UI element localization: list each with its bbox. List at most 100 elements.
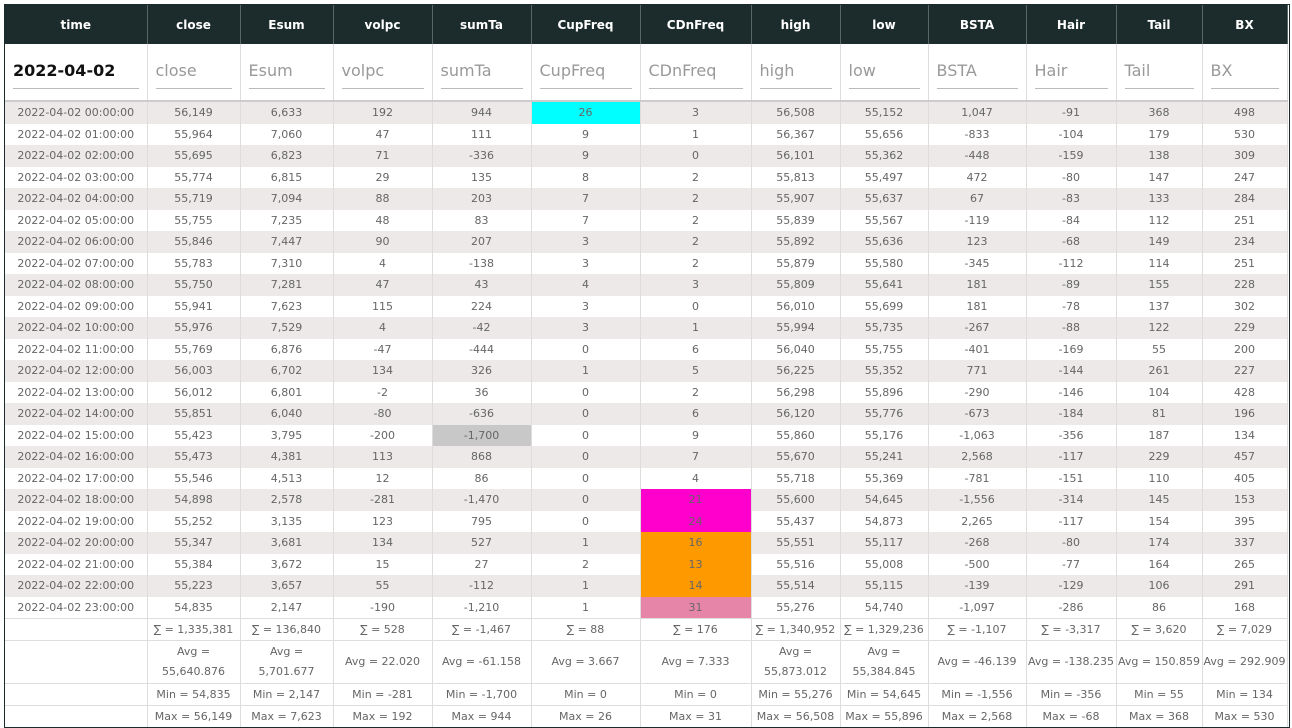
filter-input[interactable]: BSTA [936, 55, 1018, 89]
filter-input[interactable]: CDnFreq [648, 55, 743, 89]
filter-input[interactable]: Tail [1124, 55, 1194, 89]
cell: 9 [531, 123, 641, 145]
filter-input[interactable]: Hair [1034, 55, 1108, 89]
column-header[interactable]: BX [1202, 5, 1288, 44]
cell: 55,473 [147, 446, 241, 468]
cell: -144 [1026, 360, 1117, 382]
data-row: 2022-04-02 18:00:00 54,898 2,578 -281 -1,470… [5, 489, 1288, 511]
filter-cell: close [147, 44, 241, 102]
cell: 9 [640, 424, 752, 446]
column-header[interactable]: high [751, 5, 841, 44]
cell: 106 [1116, 575, 1203, 597]
data-row: 2022-04-02 13:00:00 56,012 6,801 -2 36 0 2 56,2… [5, 381, 1288, 403]
cell: 115 [333, 295, 433, 317]
cell: 55,879 [751, 252, 841, 274]
cell: -636 [432, 403, 532, 425]
summary-cell: Min = 55,276 [751, 683, 841, 706]
cell: 2022-04-02 04:00:00 [5, 188, 148, 210]
table: time close Esum volpc sumTa CupFreq CDnFreq hig… [5, 5, 1288, 727]
cell: -138 [432, 252, 532, 274]
cell: 55,670 [751, 446, 841, 468]
cell: -117 [1026, 446, 1117, 468]
column-header[interactable]: Esum [240, 5, 334, 44]
cell: 247 [1202, 166, 1288, 188]
cell: 55,783 [147, 252, 241, 274]
column-header[interactable]: volpc [333, 5, 433, 44]
cell: 56,101 [751, 145, 841, 167]
cell: 2 [640, 231, 752, 253]
data-row: 2022-04-02 12:00:00 56,003 6,702 134 326 1 5 56… [5, 360, 1288, 382]
cell: 56,225 [751, 360, 841, 382]
data-row: 2022-04-02 04:00:00 55,719 7,094 88 203 7 2 55,… [5, 188, 1288, 210]
filter-input[interactable]: sumTa [440, 55, 523, 89]
summary-cell: Avg = -46.139 [928, 640, 1027, 684]
cell: 56,012 [147, 381, 241, 403]
filter-input[interactable]: high [759, 55, 832, 89]
cell: -267 [928, 317, 1027, 339]
cell: 55,115 [840, 575, 929, 597]
cell: 55,839 [751, 209, 841, 231]
cell: 55,641 [840, 274, 929, 296]
cell: 48 [333, 209, 433, 231]
cell: 14 [640, 575, 752, 597]
cell: 265 [1202, 553, 1288, 575]
cell: 4,381 [240, 446, 334, 468]
cell: 147 [1116, 166, 1203, 188]
filter-input[interactable]: Esum [248, 55, 325, 89]
column-header[interactable]: CupFreq [531, 5, 641, 44]
column-header[interactable]: close [147, 5, 241, 44]
cell: 55,846 [147, 231, 241, 253]
column-header[interactable]: Hair [1026, 5, 1117, 44]
cell: 7 [640, 446, 752, 468]
cell: 2022-04-02 09:00:00 [5, 295, 148, 317]
cell: 55,580 [840, 252, 929, 274]
cell: 55,809 [751, 274, 841, 296]
cell: 123 [928, 231, 1027, 253]
filter-input[interactable]: CupFreq [539, 55, 632, 89]
cell: 3 [531, 317, 641, 339]
cell: 3 [531, 295, 641, 317]
summary-cell: ∑ = 176 [640, 618, 752, 641]
column-header[interactable]: CDnFreq [640, 5, 752, 44]
data-row: 2022-04-02 09:00:00 55,941 7,623 115 224 3 0 56… [5, 295, 1288, 317]
cell: 2 [531, 553, 641, 575]
column-header[interactable]: time [5, 5, 148, 44]
summary-cell: Max = 368 [1116, 705, 1203, 727]
cell: 55,347 [147, 532, 241, 554]
filter-input[interactable]: volpc [341, 55, 424, 89]
cell: -151 [1026, 467, 1117, 489]
cell: -286 [1026, 596, 1117, 619]
column-header[interactable]: Tail [1116, 5, 1203, 44]
cell: 113 [333, 446, 433, 468]
cell: 2022-04-02 02:00:00 [5, 145, 148, 167]
filter-input[interactable]: close [155, 55, 232, 89]
cell: -112 [432, 575, 532, 597]
cell: 71 [333, 145, 433, 167]
filter-input[interactable]: low [848, 55, 920, 89]
column-header[interactable]: sumTa [432, 5, 532, 44]
cell: 55,907 [751, 188, 841, 210]
column-header[interactable]: BSTA [928, 5, 1027, 44]
cell: 7 [531, 209, 641, 231]
cell: 168 [1202, 596, 1288, 619]
cell: -169 [1026, 338, 1117, 360]
data-row: 2022-04-02 03:00:00 55,774 6,815 29 135 8 2 55,… [5, 166, 1288, 188]
cell: 55,514 [751, 575, 841, 597]
summary-cell: Avg = 292.909 [1202, 640, 1288, 684]
cell: 1 [640, 317, 752, 339]
filter-input[interactable]: BX [1210, 55, 1279, 89]
filter-input[interactable]: 2022-04-02 [13, 55, 139, 89]
column-header[interactable]: low [840, 5, 929, 44]
cell: -401 [928, 338, 1027, 360]
filter-row: 2022-04-02 close Esum volpc sumTa CupFreq CDnF… [5, 44, 1288, 102]
filter-cell: Hair [1026, 44, 1117, 102]
cell: 2022-04-02 19:00:00 [5, 510, 148, 532]
cell: 86 [1116, 596, 1203, 619]
data-row: 2022-04-02 07:00:00 55,783 7,310 4 -138 3 2 55,… [5, 252, 1288, 274]
cell: -268 [928, 532, 1027, 554]
cell: 153 [1202, 489, 1288, 511]
header-row: time close Esum volpc sumTa CupFreq CDnFreq hig… [5, 5, 1288, 44]
cell: 2022-04-02 23:00:00 [5, 596, 148, 619]
cell: -290 [928, 381, 1027, 403]
cell: 2,578 [240, 489, 334, 511]
